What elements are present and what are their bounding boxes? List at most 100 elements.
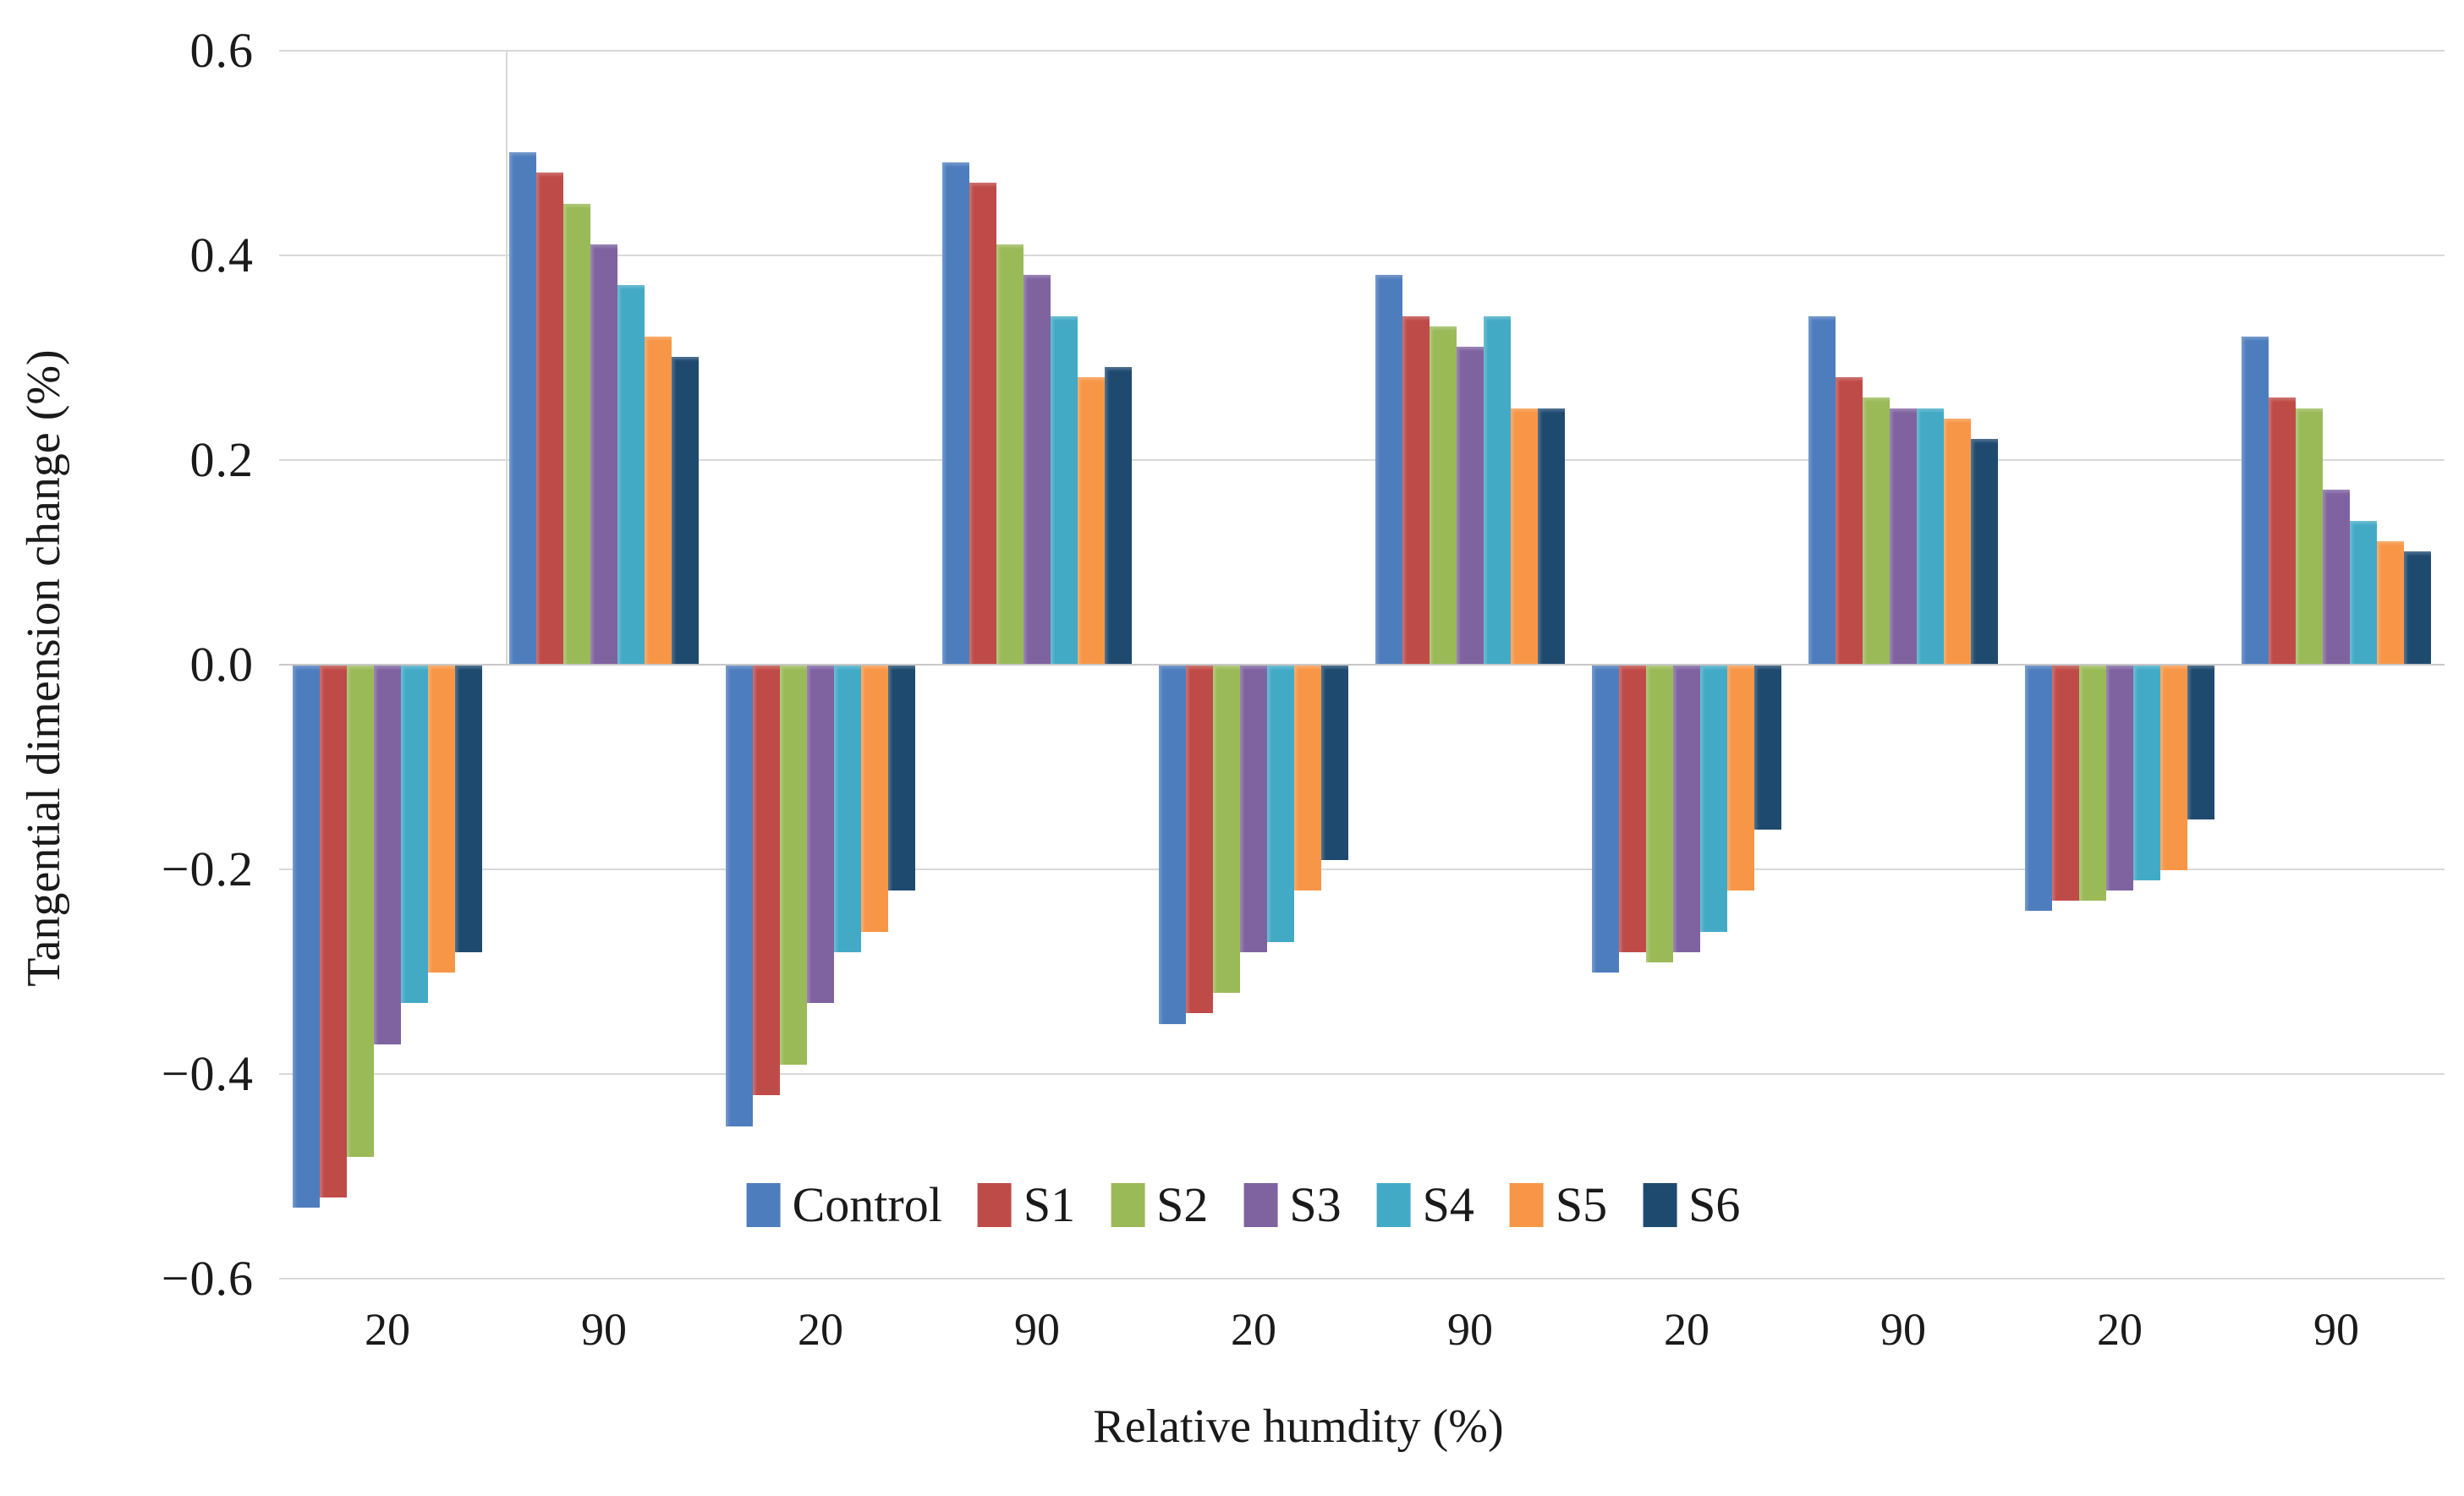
bar bbox=[1592, 666, 1619, 973]
bar bbox=[2106, 666, 2133, 891]
legend-label: S6 bbox=[1688, 1177, 1741, 1232]
bar bbox=[1267, 666, 1294, 942]
bar bbox=[1863, 397, 1890, 664]
bar bbox=[1754, 666, 1781, 830]
bar bbox=[455, 666, 482, 952]
bar bbox=[1971, 438, 1998, 664]
bar bbox=[1457, 346, 1484, 664]
x-tick-label: 90 bbox=[1880, 1304, 1926, 1355]
bar bbox=[347, 666, 374, 1157]
bar bbox=[1619, 666, 1646, 952]
bar bbox=[617, 285, 645, 664]
y-tick-label: 0.2 bbox=[189, 432, 254, 487]
bar bbox=[1673, 666, 1700, 952]
legend-label: Control bbox=[792, 1177, 942, 1232]
y-tick-label: 0.0 bbox=[189, 637, 254, 692]
bar bbox=[1808, 315, 1836, 664]
bar bbox=[1917, 408, 1944, 664]
y-tick-label: 0.6 bbox=[189, 23, 254, 78]
bar bbox=[401, 666, 428, 1004]
bar bbox=[1944, 418, 1971, 664]
gridline bbox=[279, 50, 2445, 52]
y-tick-label: −0.4 bbox=[161, 1046, 254, 1101]
legend-label: S1 bbox=[1023, 1177, 1076, 1232]
legend-swatch bbox=[746, 1183, 781, 1227]
y-tick-label: 0.4 bbox=[189, 227, 254, 282]
bar bbox=[1700, 666, 1727, 932]
x-tick-label: 90 bbox=[1014, 1304, 1060, 1355]
bar bbox=[374, 666, 401, 1044]
bar bbox=[834, 666, 861, 952]
bar bbox=[996, 244, 1023, 664]
bar bbox=[2025, 666, 2052, 912]
bar bbox=[509, 152, 536, 664]
legend: Control S1 S2 S3 S4 S5 S6 bbox=[746, 1177, 1740, 1232]
bar bbox=[807, 666, 834, 1004]
bar bbox=[590, 244, 617, 664]
bar bbox=[1890, 408, 1917, 664]
bar bbox=[536, 173, 563, 664]
bar bbox=[1511, 408, 1538, 664]
y-axis-title: Tangential dimension change (%) bbox=[18, 349, 70, 987]
bar bbox=[563, 203, 590, 664]
bar bbox=[1727, 666, 1754, 891]
bar bbox=[780, 666, 807, 1065]
bar bbox=[1375, 275, 1402, 664]
legend-item: S4 bbox=[1376, 1177, 1474, 1232]
bar bbox=[726, 666, 753, 1126]
legend-item: S6 bbox=[1643, 1181, 1740, 1230]
bar bbox=[861, 666, 888, 932]
bar bbox=[2377, 540, 2404, 664]
bar bbox=[1159, 666, 1186, 1024]
legend-item: S3 bbox=[1243, 1177, 1342, 1232]
bar bbox=[1240, 666, 1267, 952]
bar bbox=[1321, 666, 1348, 860]
gridline bbox=[279, 255, 2445, 256]
stray-vertical-line bbox=[506, 50, 508, 664]
legend-label: S2 bbox=[1156, 1177, 1209, 1232]
bar bbox=[1294, 666, 1321, 891]
bar bbox=[2133, 666, 2160, 881]
x-tick-label: 20 bbox=[798, 1304, 843, 1355]
bar bbox=[2079, 666, 2106, 901]
bar bbox=[2296, 408, 2323, 664]
bar bbox=[2242, 336, 2269, 664]
bar bbox=[2350, 520, 2377, 664]
legend-swatch bbox=[1509, 1183, 1544, 1227]
bar bbox=[969, 183, 996, 664]
bar bbox=[1836, 377, 1863, 664]
x-tick-label: 20 bbox=[1231, 1304, 1276, 1355]
legend-label: S4 bbox=[1422, 1177, 1474, 1232]
x-tick-label: 90 bbox=[2313, 1304, 2359, 1355]
bar bbox=[1213, 666, 1240, 994]
bar bbox=[2323, 490, 2350, 664]
bar bbox=[1078, 377, 1105, 664]
legend-swatch bbox=[1243, 1183, 1278, 1227]
legend-item: S1 bbox=[977, 1177, 1076, 1232]
legend-label: S5 bbox=[1555, 1177, 1608, 1232]
x-tick-label: 20 bbox=[2097, 1304, 2143, 1355]
legend-swatch bbox=[1376, 1183, 1411, 1227]
bar bbox=[1538, 408, 1565, 664]
x-tick-label: 90 bbox=[1447, 1304, 1493, 1355]
bar bbox=[2160, 666, 2187, 870]
bar bbox=[1430, 326, 1457, 664]
legend-item: S2 bbox=[1111, 1181, 1208, 1230]
bar bbox=[1646, 666, 1673, 962]
legend-label: S3 bbox=[1289, 1177, 1342, 1232]
legend-swatch bbox=[1111, 1183, 1145, 1227]
gridline bbox=[279, 1073, 2445, 1075]
legend-item: Control bbox=[746, 1177, 942, 1232]
bar bbox=[753, 666, 780, 1096]
legend-item: S5 bbox=[1509, 1177, 1608, 1232]
gridline bbox=[279, 664, 2445, 666]
y-tick-label: −0.2 bbox=[161, 841, 254, 896]
bar bbox=[942, 162, 969, 664]
bar bbox=[1105, 367, 1132, 664]
bar bbox=[2404, 551, 2431, 664]
bar bbox=[1051, 315, 1078, 664]
bar bbox=[2269, 397, 2296, 664]
bar bbox=[645, 336, 672, 664]
